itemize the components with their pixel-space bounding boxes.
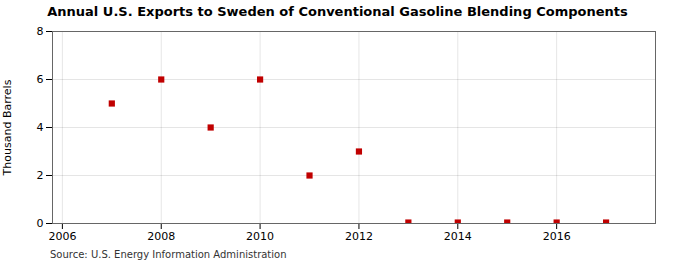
html-text:Source: U.S. Energy Informatio: Source: U.S. Energy Information Administ… — [50, 249, 287, 260]
svg-text:2012: 2012 — [345, 230, 373, 243]
svg-text:4: 4 — [37, 121, 44, 134]
svg-text:Thousand Barrels: Thousand Barrels — [1, 79, 14, 176]
html-text:Annual U.S. Exports to Sweden: Annual U.S. Exports to Sweden of Convent… — [47, 4, 628, 19]
svg-text:2008: 2008 — [147, 230, 175, 243]
svg-text:0: 0 — [37, 217, 44, 230]
svg-text:2016: 2016 — [543, 230, 571, 243]
svg-text:2010: 2010 — [246, 230, 274, 243]
svg-text:8: 8 — [37, 25, 44, 38]
svg-text:2006: 2006 — [48, 230, 76, 243]
svg-text:2014: 2014 — [444, 230, 472, 243]
svg-text:2: 2 — [37, 169, 44, 182]
svg-text:6: 6 — [37, 73, 44, 86]
